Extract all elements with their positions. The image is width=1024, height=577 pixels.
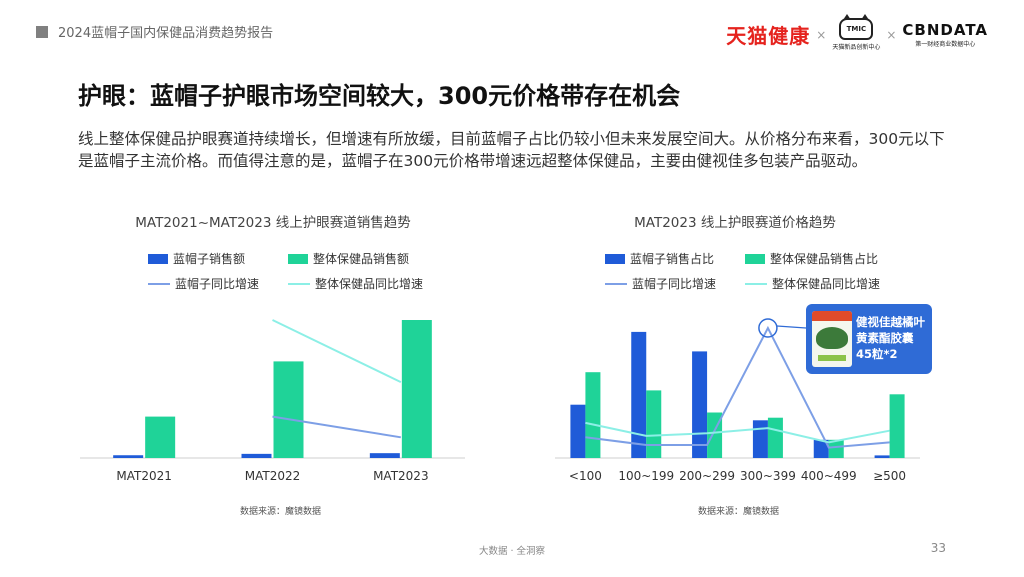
x-tick-label: MAT2021 [116,469,172,483]
page-number: 33 [930,541,946,555]
bar-bluecap-1 [631,331,647,458]
page-title: 护眼：蓝帽子护眼市场空间较大，300元价格带存在机会 [78,82,681,110]
bar-overall-0 [145,416,176,458]
legend-swatch [148,253,168,264]
bar-bluecap-0 [570,404,586,458]
legend-item: 整体保健品销售占比 [745,250,878,267]
cbndata-subtitle: 第一财经商业数据中心 [915,41,976,48]
chart1-source: 数据来源：魔镜数据 [240,507,322,517]
x-tick-label: 200~299 [679,469,735,483]
legend-swatch [745,253,765,264]
product-name-line: 黄素酯胶囊 [856,331,914,345]
bar-bluecap-2 [369,453,400,458]
x-tick-label: MAT2023 [373,469,429,483]
series-line-3 [272,319,402,384]
bar-overall-1 [646,390,662,458]
legend-label: 蓝帽子同比增速 [632,277,717,291]
series-line-2 [272,415,401,439]
tmic-subtitle: 天猫新品创新中心 [832,44,881,51]
legend-label: 蓝帽子销售占比 [630,252,715,266]
legend-swatch [148,282,170,285]
legend-label: 整体保健品销售额 [313,252,410,266]
legend-item: 蓝帽子销售额 [148,250,245,267]
x-tick-label: <100 [569,469,602,483]
summary-paragraph: 线上整体保健品护眼赛道持续增长，但增速有所放缓，目前蓝帽子占比仍较小但未来发展空… [78,130,945,170]
chart2-title: MAT2023 线上护眼赛道价格趋势 [634,215,836,231]
annotation-circle [758,318,778,338]
chart1-plot: MAT2021 MAT2022 MAT2023 [80,319,465,483]
footer-slogan: 大数据 · 全洞察 [478,546,546,557]
legend-item: 整体保健品销售额 [288,250,409,267]
series-line-3 [585,421,890,444]
bar-overall-3 [767,417,783,458]
tmic-cat-icon: TMIC [839,14,874,40]
legend-label: 整体保健品同比增速 [772,277,881,291]
legend-item: 蓝帽子同比增速 [605,275,716,292]
legend-label: 蓝帽子销售额 [173,252,246,266]
partner-logos: 天猫健康 × TMIC 天猫新品创新中心 × CBNDATA 第一财经商业数据中… [726,14,988,51]
legend-item: 整体保健品同比增速 [745,275,880,292]
product-annotation-card: 健视佳越橘叶 黄素酯胶囊 45粒*2 [806,304,932,374]
report-title: 2024蓝帽子国内保健品消费趋势报告 [58,26,274,41]
legend-swatch [605,253,625,264]
product-name-line: 45粒*2 [856,347,898,361]
legend-label: 整体保健品销售占比 [770,252,879,266]
cbndata-wordmark: CBNDATA [902,21,988,39]
legend-item: 整体保健品同比增速 [288,275,423,292]
bar-overall-0 [585,372,601,458]
legend-label: 整体保健品同比增速 [315,277,424,291]
bar-overall-2 [401,320,432,458]
chart1-title: MAT2021~MAT2023 线上护眼赛道销售趋势 [135,215,411,231]
legend-swatch [745,282,767,285]
chart2-plot: <100 100~199 200~299 300~399 400~499 ≥500 [555,318,920,483]
logo-separator: × [886,27,897,42]
x-tick-label: 300~399 [740,469,796,483]
bar-bluecap-2 [692,351,708,458]
bar-bluecap-1 [241,453,272,458]
legend-item: 蓝帽子销售占比 [605,250,714,267]
tmall-health-logo: 天猫健康 [726,24,811,48]
bar-bluecap-5 [874,455,890,458]
product-name: 健视佳越橘叶 黄素酯胶囊 45粒*2 [856,314,930,362]
x-tick-label: 100~199 [618,469,674,483]
product-box-icon [812,311,852,367]
chart2-source: 数据来源：魔镜数据 [698,507,780,517]
x-tick-label: 400~499 [801,469,857,483]
bar-overall-4 [828,439,844,458]
bar-bluecap-4 [813,439,829,458]
legend-item: 蓝帽子同比增速 [148,275,259,292]
logo-separator: × [816,27,827,42]
cbndata-logo: CBNDATA 第一财经商业数据中心 [902,21,988,48]
header-square-icon [36,26,48,38]
series-line-2 [585,325,890,449]
bar-bluecap-3 [752,420,768,458]
legend-swatch [288,253,308,264]
product-name-line: 健视佳越橘叶 [856,315,925,329]
bar-bluecap-0 [113,455,144,458]
tmic-logo: TMIC 天猫新品创新中心 [832,14,881,51]
x-tick-label: ≥500 [873,469,906,483]
x-tick-label: MAT2022 [245,469,301,483]
bar-overall-5 [889,394,905,458]
annotation-connector [776,325,807,329]
legend-swatch [288,282,310,285]
legend-swatch [605,282,627,285]
legend-label: 蓝帽子同比增速 [175,277,260,291]
bar-overall-1 [273,361,304,458]
